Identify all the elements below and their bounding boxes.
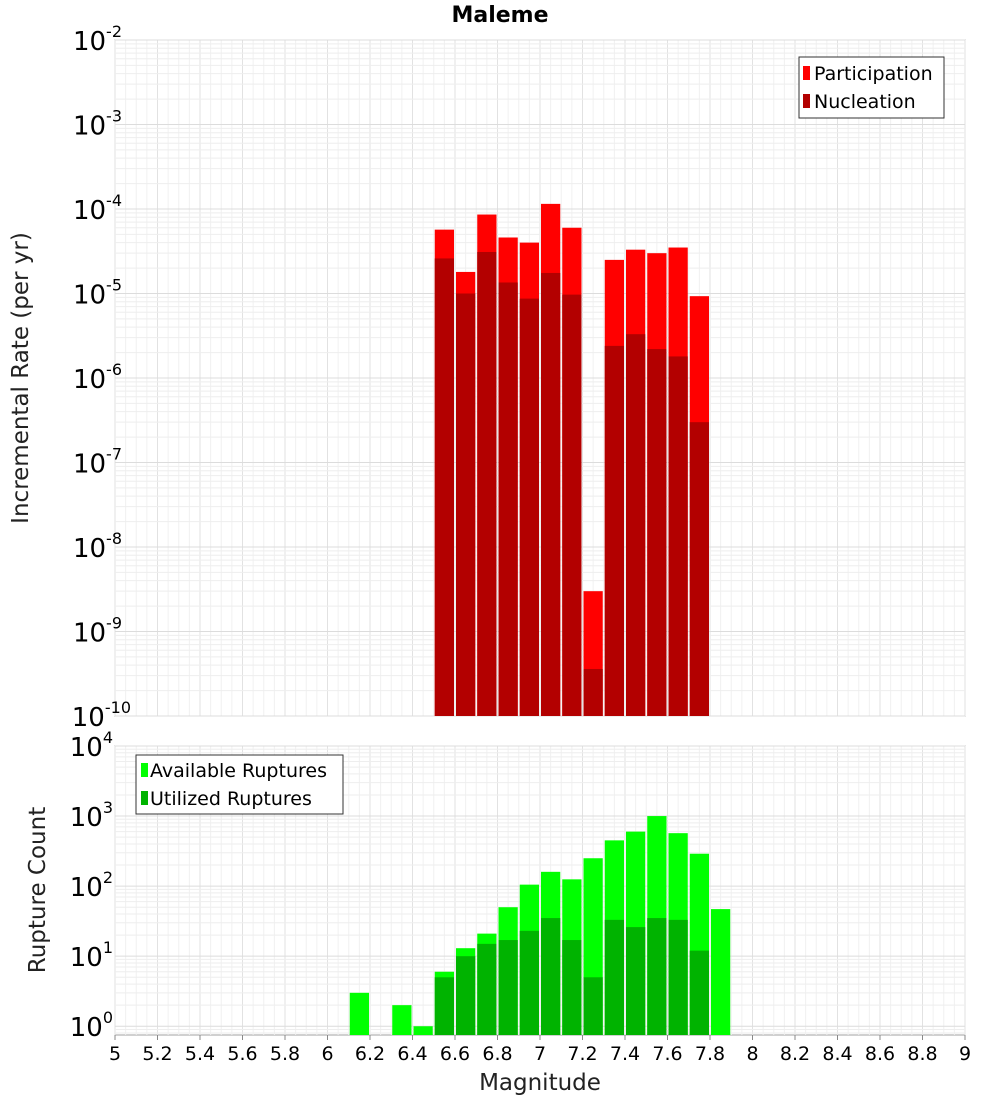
top-y-ticks: 10-2 10-3 10-4 10-5 10-6 10-7 10-8 10-9 10-10: [72, 22, 131, 733]
bottom-bar-utilized-ruptures: [562, 940, 582, 1035]
bottom-y-tick-label: 102: [70, 868, 113, 903]
top-bar-nucleation: [626, 334, 646, 716]
legend-label-nucleation: Nucleation: [814, 91, 916, 113]
legend-swatch-available: [141, 763, 148, 777]
x-tick-label: 7: [534, 1043, 546, 1065]
bottom-y-ticks: 104 103 102 101 100: [70, 728, 113, 1043]
top-bar-nucleation: [541, 272, 561, 716]
bottom-y-tick-label: 101: [70, 938, 113, 973]
top-bar-nucleation: [456, 293, 476, 716]
top-y-tick-label: 10-5: [73, 276, 122, 311]
bottom-bars: [349, 816, 731, 1035]
top-y-tick-label: 10-10: [72, 698, 131, 733]
top-bars: [434, 203, 709, 717]
x-tick-label: 8.4: [822, 1043, 852, 1065]
bottom-bar-utilized-ruptures: [647, 918, 667, 1035]
x-tick-label: 6.4: [397, 1043, 427, 1065]
bottom-bar-utilized-ruptures: [498, 940, 518, 1035]
legend-swatch-participation: [803, 66, 810, 80]
bottom-bar-utilized-ruptures: [689, 950, 709, 1035]
x-ticks: 5 5.2 5.4 5.6 5.8 6 6.2 6.4 6.6 6.8 7 7.2 7.4 7.6 7.8 8…: [109, 1035, 971, 1065]
top-y-tick-label: 10-7: [73, 445, 122, 480]
x-tick-label: 5: [109, 1043, 121, 1065]
x-tick-label: 8: [746, 1043, 758, 1065]
top-bar-nucleation: [689, 422, 709, 716]
top-bar-nucleation: [519, 298, 539, 716]
top-y-axis-label: Incremental Rate (per yr): [8, 232, 34, 524]
bottom-bar-utilized-ruptures: [583, 977, 603, 1035]
top-y-tick-label: 10-4: [73, 191, 122, 226]
top-bar-nucleation: [583, 668, 603, 716]
bottom-bar-utilized-ruptures: [668, 919, 688, 1035]
bottom-bar-utilized-ruptures: [626, 927, 646, 1035]
x-tick-label: 7.4: [610, 1043, 640, 1065]
top-bar-nucleation: [434, 258, 454, 716]
top-bar-nucleation: [477, 251, 497, 717]
x-tick-label: 9: [959, 1043, 971, 1065]
bottom-bar-utilized-ruptures: [541, 918, 561, 1035]
bottom-legend-box: [135, 754, 344, 815]
legend-swatch-nucleation: [803, 94, 810, 108]
bottom-bar-utilized-ruptures: [519, 930, 539, 1035]
bottom-bar-utilized-ruptures: [434, 977, 454, 1035]
x-tick-label: 6.2: [355, 1043, 385, 1065]
bottom-y-tick-label: 103: [70, 798, 113, 833]
top-legend: Participation Nucleation: [798, 56, 945, 119]
x-tick-label: 6: [321, 1043, 333, 1065]
bottom-bar-available-ruptures: [349, 992, 369, 1035]
x-tick-label: 8.2: [780, 1043, 810, 1065]
chart-title: Maleme: [451, 3, 548, 28]
top-bar-nucleation: [562, 294, 582, 716]
bottom-bar-available-ruptures: [392, 1005, 412, 1035]
top-y-tick-label: 10-6: [73, 360, 122, 395]
x-tick-label: 5.4: [185, 1043, 215, 1065]
top-panel: 10-2 10-3 10-4 10-5 10-6 10-7 10-8 10-9 10-10 In…: [8, 22, 966, 733]
x-tick-label: 6.8: [482, 1043, 512, 1065]
top-bar-nucleation: [668, 356, 688, 716]
top-y-tick-label: 10-2: [73, 22, 122, 57]
x-tick-label: 8.8: [907, 1043, 937, 1065]
x-tick-label: 6.6: [440, 1043, 470, 1065]
legend-label-utilized: Utilized Ruptures: [150, 788, 312, 810]
bottom-bar-utilized-ruptures: [477, 943, 497, 1035]
top-bar-nucleation: [498, 282, 518, 716]
top-y-tick-label: 10-3: [73, 107, 122, 142]
bottom-y-tick-label: 104: [70, 728, 113, 763]
x-tick-label: 5.2: [142, 1043, 172, 1065]
x-tick-label: 7.8: [695, 1043, 725, 1065]
legend-label-available: Available Ruptures: [150, 760, 327, 782]
top-bar-nucleation: [604, 345, 624, 716]
bottom-y-axis-label: Rupture Count: [25, 807, 51, 973]
bottom-legend: Available Ruptures Utilized Ruptures: [135, 754, 344, 815]
bottom-bar-available-ruptures: [711, 909, 731, 1035]
top-bar-nucleation: [647, 349, 667, 716]
top-grid: [114, 39, 966, 717]
top-legend-box: [798, 56, 945, 119]
bottom-panel: 104 103 102 101 100 Rupture Count Available …: [25, 728, 966, 1043]
bottom-bar-utilized-ruptures: [456, 956, 476, 1035]
bottom-y-tick-label: 100: [70, 1008, 113, 1043]
legend-label-participation: Participation: [814, 63, 933, 85]
x-tick-label: 5.6: [227, 1043, 257, 1065]
x-tick-label: 8.6: [865, 1043, 895, 1065]
x-tick-label: 7.6: [652, 1043, 682, 1065]
x-tick-label: 7.2: [567, 1043, 597, 1065]
x-tick-label: 5.8: [270, 1043, 300, 1065]
x-axis-label: Magnitude: [479, 1070, 601, 1096]
bottom-bar-utilized-ruptures: [604, 919, 624, 1035]
top-y-tick-label: 10-8: [73, 529, 122, 564]
legend-swatch-utilized: [141, 791, 148, 805]
bottom-bar-available-ruptures: [413, 1026, 433, 1035]
top-y-tick-label: 10-9: [73, 614, 122, 649]
